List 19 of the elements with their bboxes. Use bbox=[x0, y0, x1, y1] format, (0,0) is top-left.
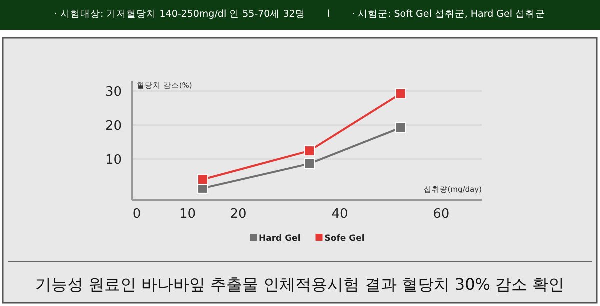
y-tick-label: 30 bbox=[105, 85, 122, 100]
text: · 시험군: Soft Gel 섭취군, Hard Gel 섭취군 bbox=[352, 9, 546, 20]
y-tick-label: 20 bbox=[105, 119, 122, 134]
text: 기능성 원료인 바나바잎 추출물 인체적용시험 결과 혈당치 30% 감소 확인 bbox=[35, 275, 565, 294]
point bbox=[304, 158, 316, 170]
text: l bbox=[327, 9, 330, 20]
legend-label: Hard Gel bbox=[259, 234, 301, 244]
x-tick-label: 0 bbox=[132, 207, 142, 222]
point bbox=[395, 122, 406, 134]
x-tick-label: 40 bbox=[332, 207, 348, 222]
x-tick-label: 10 bbox=[180, 207, 196, 222]
x-tick-label: 60 bbox=[433, 207, 450, 222]
point bbox=[304, 146, 316, 157]
x-tick-label: 20 bbox=[230, 207, 247, 222]
legend-label: Sofe Gel bbox=[324, 234, 365, 244]
text: · 시험대상: 기저혈당치 140-250mg/dl 인 55-70세 32명 bbox=[54, 9, 306, 20]
point bbox=[395, 88, 406, 100]
y-tick-label: 10 bbox=[105, 153, 122, 168]
point bbox=[198, 174, 209, 186]
